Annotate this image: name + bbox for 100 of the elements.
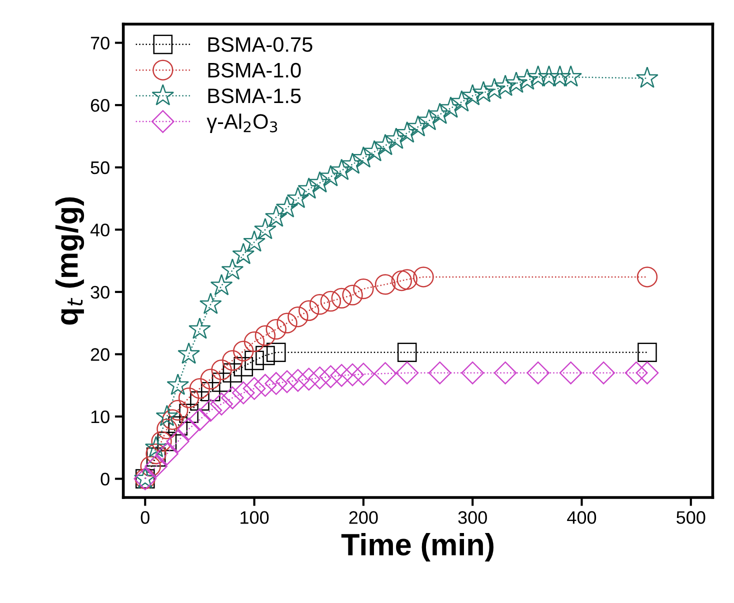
point (505, 72, 528, 93)
x-tick-label: 200 (349, 511, 378, 524)
point (440, 96, 462, 118)
point (212, 372, 232, 392)
point (406, 115, 430, 136)
point (188, 318, 211, 339)
point (396, 121, 418, 143)
point (559, 361, 582, 384)
y-tick-label: 50 (90, 161, 110, 174)
x-axis-title: Time (min) (341, 533, 494, 562)
point (461, 84, 484, 106)
point (297, 368, 320, 391)
point (384, 128, 408, 149)
point (636, 66, 658, 88)
point (210, 392, 233, 416)
point (363, 140, 386, 162)
point (156, 442, 178, 466)
point (199, 292, 222, 314)
point (222, 350, 243, 371)
point (286, 186, 310, 208)
point (374, 274, 396, 295)
point (243, 230, 266, 252)
legend-label: BSMA-1.0 (208, 62, 301, 78)
x-tick-label: 0 (140, 511, 150, 524)
point (538, 65, 560, 87)
y-tick-label: 10 (91, 410, 110, 424)
point (276, 312, 298, 334)
point (428, 102, 452, 124)
point (494, 74, 517, 96)
point (168, 416, 188, 436)
legend-label: BSMA-1.5 (208, 88, 301, 104)
point (286, 368, 310, 392)
point (396, 361, 419, 384)
point (526, 65, 550, 87)
x-tick-label: 100 (240, 511, 269, 524)
point (352, 362, 375, 386)
point (264, 372, 288, 395)
point (450, 90, 473, 112)
point (211, 359, 232, 380)
point (166, 374, 190, 395)
point (352, 146, 375, 168)
point (168, 400, 188, 421)
y-tick-label: 20 (90, 348, 110, 361)
point (636, 361, 659, 384)
point (592, 361, 615, 384)
point (188, 408, 212, 432)
point (222, 363, 242, 383)
point (526, 361, 550, 384)
point (177, 418, 200, 440)
point (308, 366, 332, 390)
point (320, 290, 342, 312)
point (144, 454, 168, 478)
point (516, 68, 538, 90)
point (144, 436, 168, 458)
x-tick-label: 300 (458, 511, 487, 524)
point (254, 374, 277, 397)
point (374, 362, 397, 385)
point (391, 270, 412, 292)
point (374, 134, 396, 156)
point (178, 387, 200, 408)
point (156, 404, 178, 426)
y-tick-label: 70 (90, 36, 110, 50)
y-tick-label: 30 (90, 286, 110, 299)
point (560, 65, 582, 87)
point (624, 361, 648, 384)
point (264, 205, 288, 227)
point (190, 391, 210, 411)
point (330, 364, 354, 387)
point (413, 266, 434, 288)
point (461, 361, 484, 384)
point (232, 381, 255, 404)
y-tick-label: 0 (100, 472, 110, 486)
point (276, 370, 298, 394)
point (156, 418, 178, 440)
point (221, 386, 244, 410)
point (276, 196, 298, 218)
y-axis-title: q$_{t}$ (mg/g) (55, 197, 84, 325)
point (254, 325, 276, 346)
point (353, 278, 374, 300)
point (341, 152, 364, 174)
x-tick-label: 400 (567, 511, 596, 524)
point (288, 306, 308, 328)
point (166, 430, 190, 453)
y-tick-label: 40 (90, 224, 110, 236)
point (483, 78, 506, 100)
point (157, 432, 177, 452)
point (494, 361, 517, 384)
point (200, 368, 221, 390)
point (548, 65, 572, 87)
point (636, 266, 658, 288)
point (234, 357, 254, 376)
point (397, 342, 417, 362)
point (244, 331, 265, 352)
legend-label: BSMA-0.75 (208, 37, 312, 52)
point (178, 342, 200, 364)
point (189, 378, 210, 399)
point (331, 288, 352, 309)
point (256, 346, 275, 366)
point (330, 158, 353, 180)
point (199, 398, 222, 422)
